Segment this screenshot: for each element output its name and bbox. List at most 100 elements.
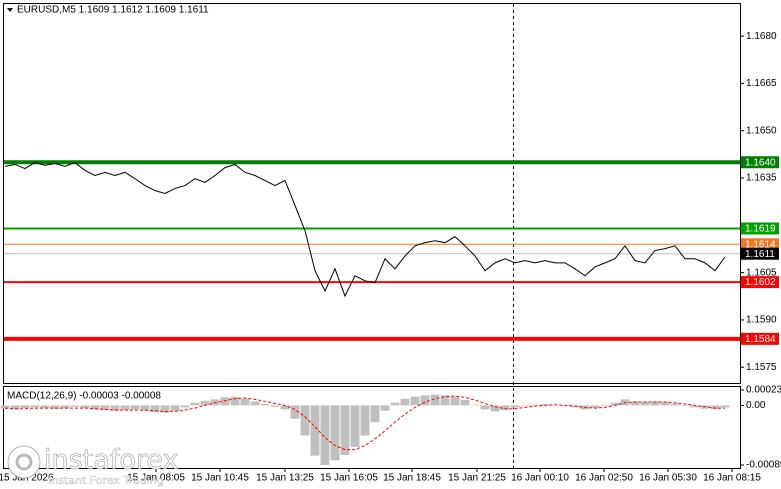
level-label: 1.1640 [745, 157, 776, 168]
macd-bar [680, 405, 690, 406]
watermark: instaforex Instant Forex Trading [7, 444, 179, 487]
y-tick-label: -0.00089 [746, 460, 781, 471]
watermark-brand: instaforex [44, 445, 178, 476]
level-label: 1.1584 [745, 334, 776, 345]
macd-bar [440, 395, 450, 406]
macd-bar [430, 394, 440, 406]
macd-bar [380, 405, 390, 411]
macd-bar [80, 405, 90, 409]
macd-bar [370, 405, 380, 423]
level-label: 1.1614 [745, 239, 776, 250]
x-tick-label: 16 Jan 08:15 [703, 473, 761, 484]
macd-bar [150, 405, 160, 413]
macd-title: MACD(12,26,9) -0.00003 -0.00008 [7, 391, 161, 402]
y-tick-label: 0.00 [746, 400, 766, 411]
plot-layer [0, 160, 740, 465]
macd-bar [540, 404, 550, 406]
macd-bar [270, 405, 280, 407]
level-label-box [741, 276, 779, 289]
price-panel [3, 3, 741, 384]
level-label-box [741, 247, 779, 260]
macd-bar [190, 402, 200, 406]
macd-bar [530, 404, 540, 406]
macd-bar [240, 398, 250, 406]
y-tick-label: 1.1650 [746, 125, 777, 136]
macd-bar [320, 405, 330, 465]
y-tick-label: 1.1575 [746, 362, 777, 373]
macd-bar [340, 405, 350, 455]
macd-bar [690, 405, 700, 408]
macd-bar [20, 405, 30, 409]
watermark-slogan: Instant Forex Trading [48, 474, 164, 487]
macd-bar [50, 405, 60, 409]
level-label-box [741, 238, 779, 251]
symbol-menu-icon [7, 8, 13, 12]
x-tick-label: 15 Jan 2026 [0, 473, 54, 484]
macd-bar [390, 402, 400, 406]
macd-bar [200, 400, 210, 406]
macd-bar [230, 396, 240, 406]
x-tick-label: 16 Jan 00:10 [511, 473, 569, 484]
y-tick-label: 0.00023 [746, 385, 781, 396]
macd-bar [220, 397, 230, 406]
y-tick-label: 1.1680 [746, 31, 777, 42]
macd-bar [160, 405, 170, 413]
macd-bar [120, 405, 130, 411]
y-tick-label: 1.1590 [746, 315, 777, 326]
level-label: 1.1619 [745, 224, 776, 235]
macd-bar [480, 405, 490, 410]
y-tick-label: 1.1605 [746, 267, 777, 278]
x-tick-label: 15 Jan 18:45 [383, 473, 441, 484]
macd-bar [590, 405, 600, 409]
macd-bar [710, 405, 720, 410]
x-tick-label: 16 Jan 05:30 [639, 473, 697, 484]
macd-bar [640, 402, 650, 406]
macd-bar [40, 405, 50, 409]
macd-bar [500, 405, 510, 411]
macd-bar [610, 402, 620, 406]
macd-bar [70, 405, 80, 407]
signal-line [4, 395, 725, 451]
macd-bar [310, 405, 320, 456]
macd-bar [450, 396, 460, 406]
macd-bar [130, 405, 140, 410]
price-line [4, 162, 726, 298]
logo-icon-inner [15, 453, 33, 471]
level-label-box [741, 222, 779, 235]
macd-bar [650, 401, 660, 406]
chart-title: EURUSD,M5 1.1609 1.1612 1.1609 1.1611 [17, 5, 209, 16]
macd-bar [0, 405, 10, 409]
macd-bar [60, 405, 70, 409]
x-tick-label: 15 Jan 08:05 [127, 473, 185, 484]
macd-bar [170, 405, 180, 411]
macd-bar [10, 405, 20, 410]
x-tick-label: 15 Jan 21:25 [448, 473, 506, 484]
macd-bar [520, 405, 530, 406]
macd-bar [330, 405, 340, 461]
macd-bar [360, 405, 370, 436]
macd-bar [490, 405, 500, 412]
macd-bar [510, 405, 520, 408]
macd-bar [410, 396, 420, 406]
macd-bar [720, 405, 730, 408]
macd-bar [140, 405, 150, 411]
macd-bar [600, 405, 610, 407]
macd-bar [280, 405, 290, 410]
macd-bar [30, 405, 40, 408]
x-tick-label: 15 Jan 16:05 [320, 473, 378, 484]
macd-bar [670, 403, 680, 406]
macd-bar [90, 405, 100, 410]
macd-bar [660, 402, 670, 406]
axis-labels: 1.1680 1.1665 1.1650 1.1635 1.1605 1.1590 1.15… [0, 31, 781, 484]
x-tick-label: 15 Jan 10:45 [191, 473, 249, 484]
y-tick-label: 1.1665 [746, 78, 777, 89]
macd-bar [350, 405, 360, 447]
level-label-box [741, 156, 779, 169]
x-tick-label: 16 Jan 02:50 [575, 473, 633, 484]
macd-bar [180, 405, 190, 408]
y-tick-label: 1.1635 [746, 173, 777, 184]
macd-bar [420, 395, 430, 406]
logo-icon [7, 445, 41, 479]
macd-bar [260, 404, 270, 406]
